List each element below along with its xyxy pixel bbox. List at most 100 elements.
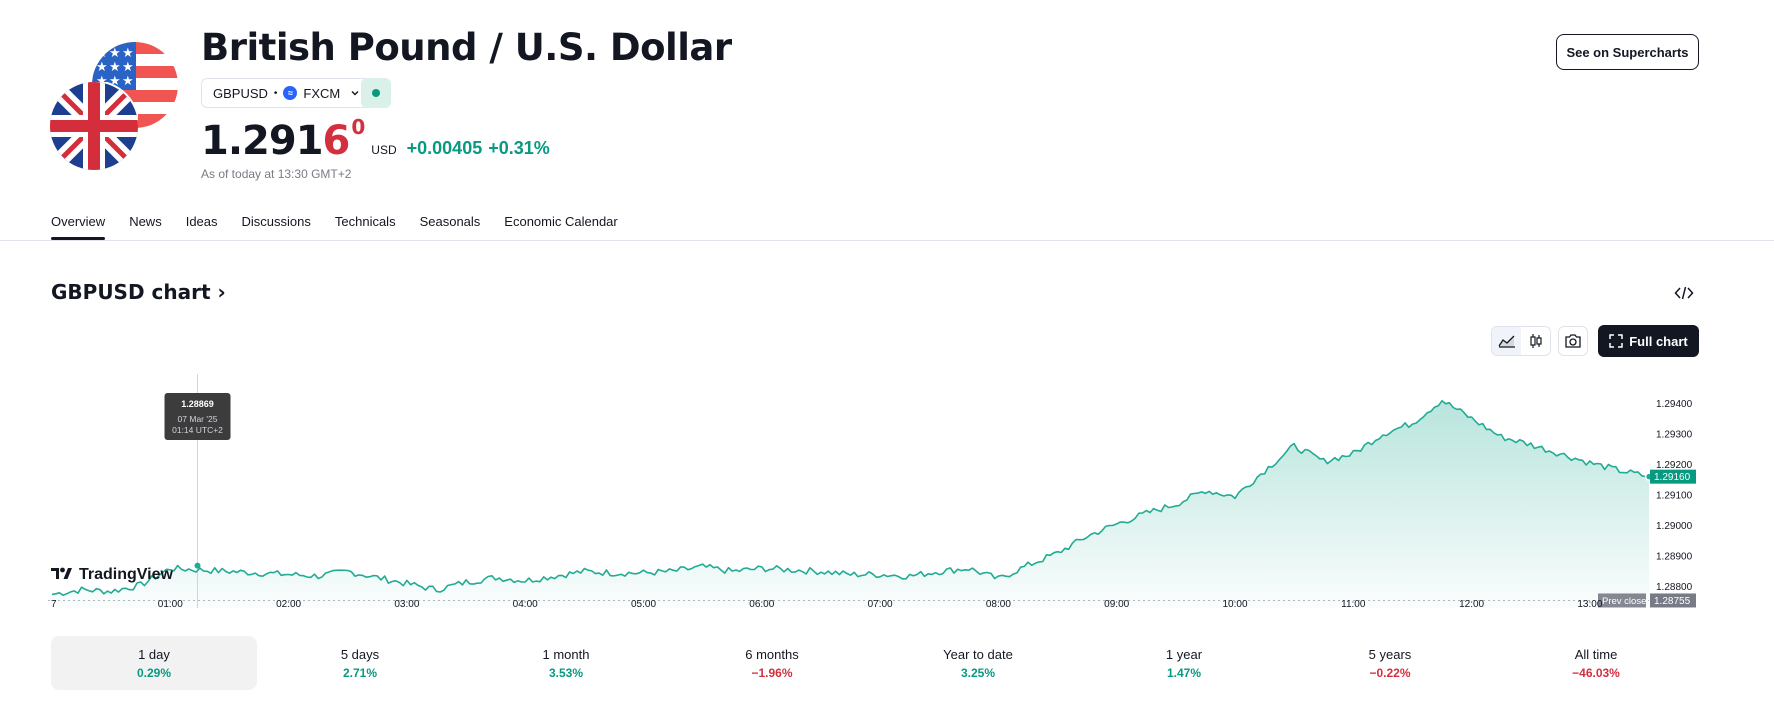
- period-label: 5 years: [1368, 646, 1412, 662]
- full-chart-button[interactable]: Full chart: [1598, 325, 1699, 357]
- x-tick-label: 03:00: [394, 599, 419, 610]
- x-tick-label: 06:00: [749, 599, 774, 610]
- tabs-divider: [0, 240, 1774, 241]
- period-label: 1 month: [542, 646, 590, 662]
- prev-close-value: 1.28755: [1654, 596, 1691, 607]
- y-tick-label: 1.29000: [1656, 521, 1693, 532]
- period-1-day[interactable]: 1 day 0.29%: [51, 636, 257, 690]
- price-timestamp: As of today at 13:30 GMT+2: [201, 167, 352, 181]
- snapshot-button[interactable]: [1558, 326, 1588, 356]
- prev-close-tag: [1598, 593, 1646, 608]
- tab-seasonals[interactable]: Seasonals: [419, 214, 481, 229]
- period-5-days[interactable]: 5 days 2.71%: [257, 636, 463, 690]
- full-chart-label: Full chart: [1629, 333, 1688, 349]
- tab-discussions[interactable]: Discussions: [241, 214, 311, 229]
- period-label: Year to date: [943, 646, 1013, 662]
- period-6-months[interactable]: 6 months −1.96%: [669, 636, 875, 690]
- page-title: British Pound / U.S. Dollar: [201, 26, 732, 69]
- candles-chart-button[interactable]: [1521, 327, 1550, 355]
- y-tick-label: 1.29200: [1656, 460, 1693, 471]
- price-display: 1.291 6 0 USD +0.00405 +0.31%: [201, 115, 550, 164]
- period-change: 3.53%: [548, 665, 584, 680]
- period-change: 1.47%: [1166, 665, 1202, 680]
- candles-icon: [1529, 334, 1542, 348]
- period-change: 3.25%: [960, 665, 996, 680]
- period-1-year[interactable]: 1 year 1.47%: [1081, 636, 1287, 690]
- x-tick-label: 7: [51, 599, 57, 610]
- price-change: +0.00405: [406, 138, 483, 158]
- svg-text:★: ★: [96, 46, 108, 61]
- camera-icon: [1565, 334, 1581, 348]
- svg-text:★: ★: [96, 60, 108, 75]
- area-chart-icon: [1497, 335, 1515, 348]
- broker-logo-icon: ≈: [283, 86, 298, 100]
- period-5-years[interactable]: 5 years −0.22%: [1287, 636, 1493, 690]
- tradingview-logo-dot: [60, 567, 65, 573]
- tab-ideas[interactable]: Ideas: [185, 214, 218, 229]
- crosshair-point: [194, 562, 201, 569]
- svg-text:★: ★: [122, 46, 134, 61]
- tab-news[interactable]: News: [129, 214, 162, 229]
- last-price-label: 1.29160: [1654, 472, 1691, 483]
- tooltip-box: [164, 393, 231, 440]
- period-change: 0.29%: [136, 665, 172, 680]
- price-change-percent: +0.31%: [488, 138, 550, 158]
- market-status-indicator[interactable]: [361, 78, 391, 108]
- period-change: 2.71%: [342, 665, 378, 680]
- last-price-badge: [1650, 469, 1696, 484]
- broker-label: FXCM: [303, 85, 341, 101]
- chart-type-toggle: [1491, 326, 1551, 356]
- uk-flag-icon: [50, 82, 138, 170]
- period-change: −0.22%: [1369, 665, 1411, 680]
- period-all-time[interactable]: All time −46.03%: [1493, 636, 1699, 690]
- y-tick-label: 1.28900: [1656, 552, 1693, 563]
- chevron-down-icon: [351, 91, 359, 96]
- see-on-supercharts-button[interactable]: See on Supercharts: [1556, 34, 1699, 70]
- price-superscript: 0: [351, 115, 366, 139]
- chart-title-link[interactable]: GBPUSD chart ›: [51, 280, 226, 304]
- chart-title-text: GBPUSD chart: [51, 280, 211, 304]
- us-flag-icon: ★★★ ★★★ ★★★: [92, 42, 178, 128]
- x-tick-label: 10:00: [1222, 599, 1247, 610]
- prev-close-label: Prev close: [1602, 596, 1646, 607]
- currency-flags: ★★★ ★★★ ★★★: [50, 42, 182, 172]
- x-tick-label: 12:00: [1459, 599, 1484, 610]
- period-1-month[interactable]: 1 month 3.53%: [463, 636, 669, 690]
- x-tick-label: 01:00: [158, 599, 183, 610]
- period-label: 6 months: [745, 646, 799, 662]
- tab-overview[interactable]: Overview: [51, 214, 106, 240]
- period-selector: 1 day 0.29% 5 days 2.71% 1 month 3.53% 6 month…: [51, 636, 1699, 690]
- svg-text:★: ★: [122, 74, 134, 89]
- price-currency: USD: [371, 143, 397, 157]
- svg-text:★: ★: [109, 74, 121, 89]
- svg-text:★: ★: [122, 60, 134, 75]
- area-chart-button[interactable]: [1492, 327, 1521, 355]
- x-tick-label: 13:00: [1577, 599, 1602, 610]
- symbol-exchange-selector[interactable]: GBPUSD • ≈ FXCM: [201, 78, 373, 108]
- y-tick-label: 1.28800: [1656, 582, 1693, 593]
- x-tick-label: 09:00: [1104, 599, 1129, 610]
- price-main: 1.291: [201, 118, 324, 164]
- svg-text:★: ★: [109, 60, 121, 75]
- x-tick-label: 05:00: [631, 599, 656, 610]
- tooltip-date: 07 Mar '25: [178, 414, 218, 424]
- market-open-dot-icon: [372, 89, 380, 97]
- period-year-to-date[interactable]: Year to date 3.25%: [875, 636, 1081, 690]
- separator: •: [273, 87, 278, 99]
- tab-technicals[interactable]: Technicals: [334, 214, 396, 229]
- tradingview-logo-icon: [51, 568, 59, 579]
- tab-economic-calendar[interactable]: Economic Calendar: [504, 214, 618, 229]
- x-tick-label: 02:00: [276, 599, 301, 610]
- x-tick-label: 04:00: [513, 599, 538, 610]
- symbol-label: GBPUSD: [213, 85, 268, 101]
- svg-text:★: ★: [109, 46, 121, 61]
- embed-code-icon[interactable]: [1674, 283, 1694, 303]
- price-area-fill: [52, 400, 1649, 608]
- tradingview-logo-slash: [63, 568, 72, 579]
- price-chart[interactable]: 1.29400 1.29300 1.29200 1.29100 1.29000 1.289…: [0, 360, 1774, 620]
- price-last-digit: 6: [322, 118, 351, 164]
- tradingview-logo[interactable]: TradingView: [51, 566, 174, 583]
- tooltip-value: 1.28869: [181, 399, 214, 409]
- period-change: −1.96%: [751, 665, 793, 680]
- x-tick-label: 11:00: [1341, 599, 1366, 610]
